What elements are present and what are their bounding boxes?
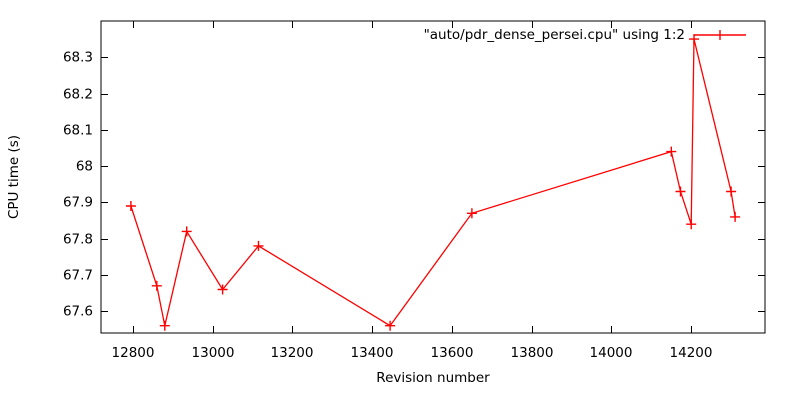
legend-line-sample (694, 29, 746, 41)
x-tick-label: 13400 (351, 345, 394, 361)
data-point-marker (253, 240, 264, 251)
data-point-marker (726, 186, 737, 197)
legend: "auto/pdr_dense_persei.cpu" using 1:2 (424, 27, 746, 43)
x-axis-title: Revision number (376, 370, 490, 386)
x-tick-label: 13800 (511, 345, 554, 361)
data-point-marker (689, 34, 699, 45)
x-tick-label: 13000 (192, 345, 235, 361)
data-point-marker (181, 226, 192, 237)
plot-border (100, 20, 766, 334)
y-tick-label: 67.8 (63, 232, 93, 248)
y-tick-label: 68.3 (63, 50, 93, 66)
data-point-marker (666, 146, 677, 157)
y-tick-label: 67.7 (63, 268, 93, 284)
data-point-marker (730, 211, 741, 222)
data-point-marker (686, 219, 697, 230)
data-point-marker (151, 280, 162, 291)
data-point-marker (125, 201, 136, 211)
x-tick-label: 14000 (590, 345, 633, 361)
data-point-marker (159, 320, 170, 331)
data-point-marker (675, 186, 686, 197)
data-point-marker (217, 284, 228, 295)
y-axis-title: CPU time (s) (6, 134, 22, 220)
y-tick-label: 67.6 (63, 304, 93, 320)
y-tick-label: 68 (76, 159, 93, 175)
y-tick-label: 67.9 (63, 195, 93, 211)
x-tick-label: 12800 (112, 345, 155, 361)
y-tick-label: 68.1 (63, 123, 93, 139)
plus-marker-icon (694, 30, 746, 40)
legend-label: "auto/pdr_dense_persei.cpu" using 1:2 (423, 27, 685, 43)
y-tick-label: 68.2 (63, 87, 93, 103)
x-tick-label: 14200 (670, 345, 713, 361)
x-tick-label: 13600 (431, 345, 474, 361)
data-point-marker (385, 320, 396, 331)
data-line (130, 38, 736, 327)
x-tick-label: 13200 (271, 345, 314, 361)
data-point-marker (466, 208, 477, 219)
